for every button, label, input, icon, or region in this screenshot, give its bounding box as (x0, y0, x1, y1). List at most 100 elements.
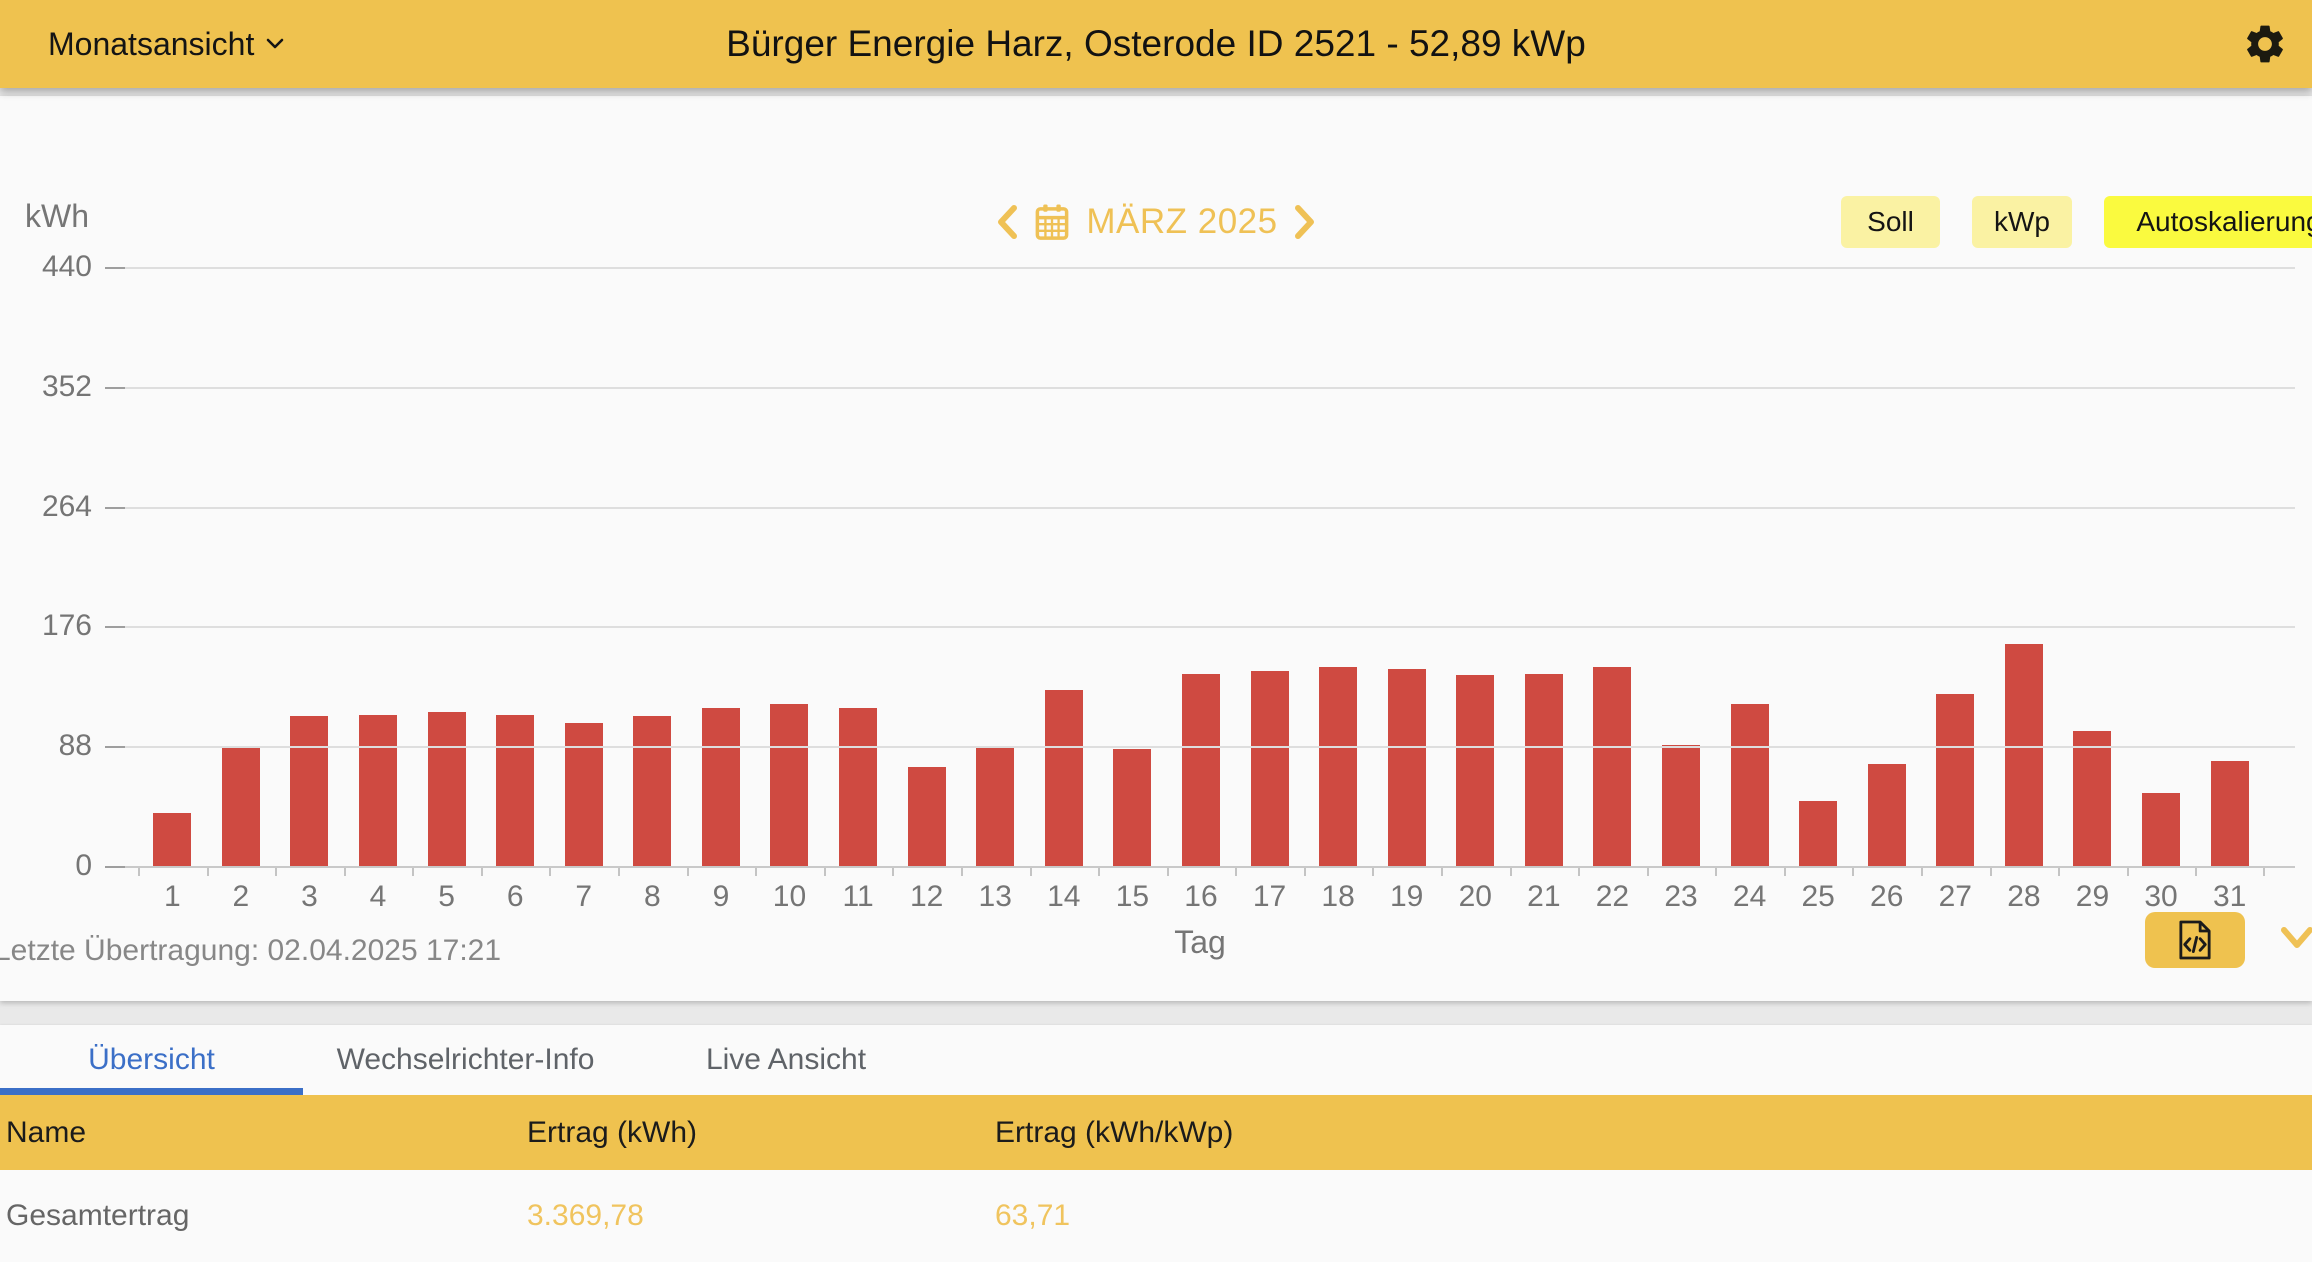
bar-day-9[interactable] (701, 708, 740, 866)
tab-uebersicht[interactable]: Übersicht (0, 1025, 303, 1095)
bar-day-29[interactable] (2073, 731, 2112, 866)
chevron-left-icon (998, 205, 1018, 239)
kwp-toggle-button[interactable]: kWp (1972, 196, 2072, 248)
bar-day-13[interactable] (976, 746, 1015, 866)
row-name: Gesamtertrag (6, 1199, 190, 1232)
bar-slot: 7 (549, 267, 618, 913)
gridline (105, 506, 2295, 509)
bar-slot: 10 (755, 267, 824, 913)
bar-slot: 21 (1509, 267, 1579, 913)
bar-slot: 23 (1646, 267, 1716, 913)
bar-day-26[interactable] (1867, 763, 1906, 866)
bar-slot: 1 (138, 267, 207, 913)
gridline (105, 746, 2295, 749)
column-header-name: Name (6, 1116, 87, 1149)
bar-slot: 18 (1303, 267, 1373, 913)
bar-slot: 4 (343, 267, 413, 913)
bar-day-16[interactable] (1181, 674, 1220, 866)
x-tick-label: 10 (772, 880, 807, 913)
plot-area: 1 2 3 4 5 6 7 8 9 10 11 12 13 14 15 16 17 18 19 20 21 22 23 24 2… (105, 267, 2295, 913)
bar-day-6[interactable] (496, 714, 535, 866)
bar-day-30[interactable] (2142, 792, 2181, 866)
export-data-button[interactable] (2145, 912, 2245, 968)
bar-day-7[interactable] (564, 723, 603, 866)
bar-slot: 31 (2195, 267, 2265, 913)
previous-month-button[interactable] (996, 205, 1018, 239)
y-tick-label: 88 (58, 729, 92, 763)
code-file-icon (2179, 920, 2211, 960)
bar-day-22[interactable] (1593, 667, 1632, 866)
x-tick-label: 14 (1047, 880, 1081, 913)
bar-slot: 5 (412, 267, 481, 913)
autoscale-toggle-button[interactable]: Autoskalierung (2104, 196, 2312, 248)
bar-slot: 12 (892, 267, 961, 913)
bar-slot: 22 (1578, 267, 1647, 913)
y-tick-label: 0 (75, 849, 92, 882)
month-label: MÄRZ 2025 (1086, 202, 1278, 241)
bar-day-18[interactable] (1319, 667, 1358, 866)
x-tick-label: 7 (575, 880, 593, 913)
details-panel: Übersicht Wechselrichter-Info Live Ansic… (0, 1025, 2312, 1262)
bar-slot: 9 (686, 267, 756, 913)
bar-day-4[interactable] (359, 714, 398, 866)
bar-day-31[interactable] (2210, 761, 2249, 866)
chevron-down-icon (2281, 927, 2312, 948)
bar-day-17[interactable] (1250, 671, 1289, 866)
bar-slot: 29 (2058, 267, 2127, 913)
view-selector-dropdown[interactable]: Monatsansicht (48, 26, 284, 63)
chart-option-buttons: Soll kWp Autoskalierung (1841, 196, 2312, 248)
x-tick-label: 3 (301, 880, 318, 913)
bar-slot: 13 (960, 267, 1030, 913)
bar-day-19[interactable] (1387, 668, 1426, 866)
column-header-ertrag-kwhkwp: Ertrag (kWh/kWp) (995, 1116, 1234, 1149)
x-tick-label: 8 (643, 880, 661, 913)
last-transfer-status: Letzte Übertragung: 02.04.2025 17:21 (0, 934, 502, 967)
bar-day-2[interactable] (221, 747, 260, 866)
bar-day-21[interactable] (1524, 674, 1563, 866)
x-tick-label: 28 (2007, 880, 2041, 913)
bar-slot: 11 (823, 267, 893, 913)
tab-live-ansicht[interactable]: Live Ansicht (705, 1043, 867, 1076)
x-axis-title: Tag (1174, 924, 1226, 960)
bar-day-1[interactable] (153, 812, 192, 866)
x-tick-label: 6 (506, 880, 524, 913)
x-tick-label: 29 (2075, 880, 2110, 913)
gridline (105, 866, 2295, 868)
x-tick-label: 17 (1252, 880, 1287, 913)
settings-gear-icon[interactable] (2242, 21, 2288, 67)
bar-slot: 19 (1372, 267, 1441, 913)
bar-day-14[interactable] (1044, 690, 1083, 866)
bar-day-23[interactable] (1662, 744, 1700, 866)
row-ertrag-kwh-kwp: 63,71 (995, 1199, 1071, 1232)
bar-day-12[interactable] (907, 766, 946, 866)
chevron-right-icon (1294, 205, 1314, 239)
bar-day-28[interactable] (2004, 644, 2043, 866)
next-month-button[interactable] (1294, 205, 1316, 239)
x-tick-label: 20 (1458, 880, 1492, 913)
view-selector-label: Monatsansicht (48, 25, 255, 62)
bar-slot: 27 (1921, 267, 1990, 913)
bar-day-20[interactable] (1456, 675, 1495, 866)
bar-day-25[interactable] (1799, 800, 1838, 866)
x-tick-label: 12 (909, 880, 944, 913)
bar-day-27[interactable] (1936, 694, 1975, 866)
collapse-chart-button[interactable] (2281, 926, 2312, 955)
soll-toggle-button[interactable]: Soll (1841, 196, 1940, 248)
bar-slot: 15 (1098, 267, 1167, 913)
table-header-row: Name Ertrag (kWh) Ertrag (kWh/kWp) (0, 1095, 2312, 1170)
x-tick-label: 19 (1390, 880, 1424, 913)
bar-day-11[interactable] (839, 708, 878, 866)
bar-day-3[interactable] (290, 716, 329, 866)
y-tick-label: 440 (41, 250, 92, 283)
x-tick-label: 1 (163, 880, 181, 913)
bar-day-5[interactable] (427, 712, 466, 866)
bar-day-8[interactable] (633, 716, 672, 866)
bar-day-24[interactable] (1730, 704, 1769, 866)
x-tick-label: 31 (2212, 880, 2247, 913)
chart-card: kWh MÄRZ 2025 (0, 96, 2312, 1001)
bar-slot: 2 (206, 267, 276, 913)
bar-day-15[interactable] (1113, 748, 1152, 866)
x-tick-label: 15 (1115, 880, 1150, 913)
tab-wechselrichter-info[interactable]: Wechselrichter-Info (336, 1043, 595, 1076)
bar-day-10[interactable] (770, 704, 809, 866)
